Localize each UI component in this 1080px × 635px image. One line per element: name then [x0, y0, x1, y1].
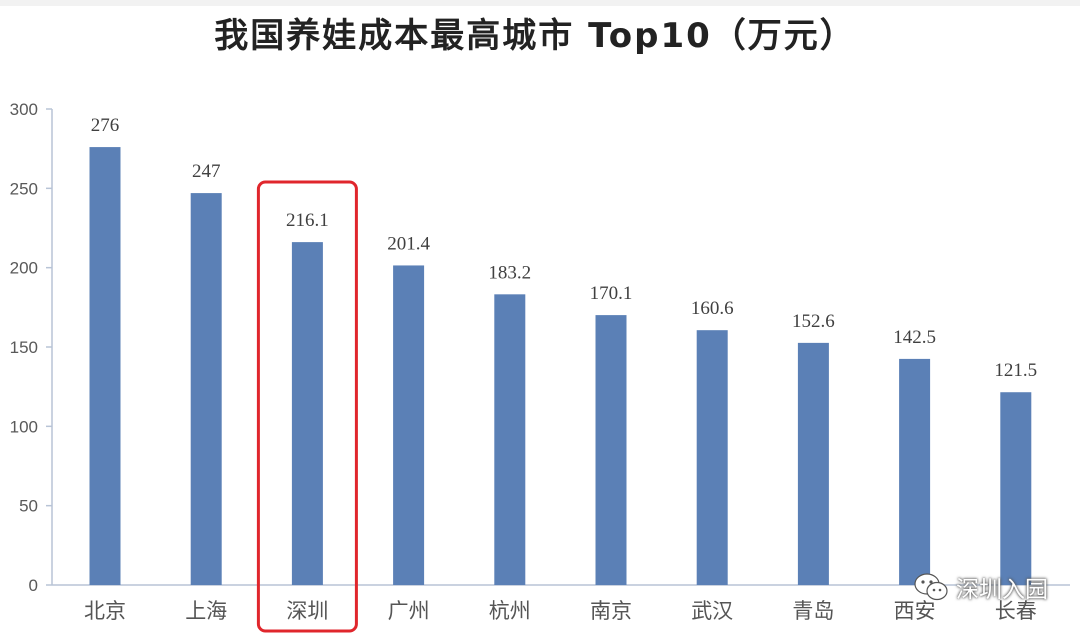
bar [190, 193, 222, 586]
bar [89, 147, 121, 585]
y-tick-label: 150 [10, 338, 38, 357]
bar [494, 294, 526, 585]
category-label: 南京 [590, 599, 632, 623]
category-label: 武汉 [691, 599, 733, 623]
value-label: 142.5 [893, 327, 936, 348]
value-label: 152.6 [792, 311, 835, 332]
value-label: 183.2 [488, 262, 531, 283]
y-tick-label: 100 [10, 417, 38, 436]
y-tick-label: 300 [10, 100, 38, 119]
bar [797, 342, 829, 585]
bar [696, 330, 728, 585]
category-label: 深圳 [286, 599, 328, 623]
highlight-group [256, 180, 358, 633]
value-label: 121.5 [994, 360, 1037, 381]
highlight-box [256, 180, 358, 633]
value-labels: 276 247 216.1 201.4 183.2 170.1 160.6 152.6 142.… [91, 115, 1037, 381]
y-tick-label: 50 [19, 497, 38, 516]
value-label: 160.6 [691, 298, 734, 319]
chart-title: 我国养娃成本最高城市 Top10（万元） [214, 16, 856, 56]
bar [899, 358, 931, 585]
y-tick-label: 200 [10, 259, 38, 278]
category-label: 广州 [388, 599, 430, 623]
watermark-text: 深圳入园 [956, 577, 1048, 603]
top-strip [0, 0, 1080, 6]
category-labels: 北京 上海 深圳 广州 杭州 南京 武汉 青岛 西安 长春 [84, 599, 1037, 623]
bar [1000, 392, 1032, 585]
bars [89, 147, 1032, 586]
value-label: 170.1 [590, 283, 633, 304]
y-tick-label: 0 [29, 576, 38, 595]
bar [393, 265, 425, 585]
watermark: 深圳入园 [914, 570, 1048, 604]
bar [291, 242, 323, 585]
category-label: 北京 [84, 599, 126, 623]
category-label: 杭州 [489, 599, 531, 623]
category-label: 长春 [995, 599, 1037, 623]
value-label: 216.1 [286, 210, 329, 231]
category-label: 青岛 [792, 599, 834, 623]
y-tick-label: 250 [10, 179, 38, 198]
value-label: 247 [192, 161, 221, 182]
value-label: 276 [91, 115, 120, 136]
category-label: 上海 [185, 599, 227, 623]
value-label: 201.4 [387, 233, 430, 254]
bar [595, 315, 627, 585]
wechat-icon [914, 573, 948, 601]
category-label: 西安 [894, 599, 936, 623]
